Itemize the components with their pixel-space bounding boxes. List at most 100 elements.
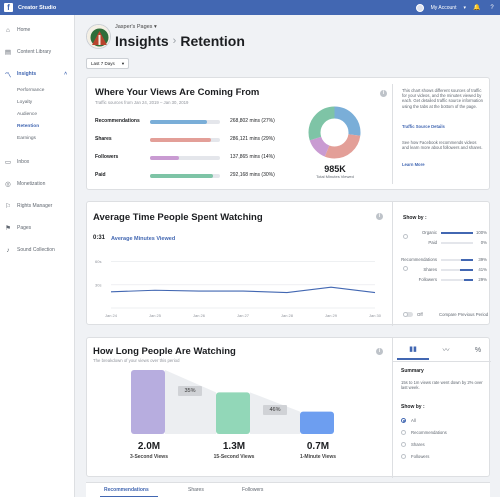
sidebar-item-label: Pages (17, 225, 32, 231)
group-radio-sources[interactable] (403, 266, 408, 271)
row-label: Paid (428, 240, 437, 245)
sidebar-subitem-audience[interactable]: Audience (17, 112, 38, 117)
x-tick-label: Jan 27 (237, 313, 250, 318)
card-subtitle: Traffic sources from Jan 24, 2019 – Jan … (95, 100, 189, 105)
tab-percent[interactable]: % (474, 346, 482, 354)
row-label: Organic (421, 230, 437, 235)
average-time-value: 0:31 (93, 235, 106, 241)
show-by-row-paid: Paid 0% (409, 240, 487, 246)
source-row-followers: Followers 137,865 mins (14%) (95, 154, 295, 162)
learn-more-link[interactable]: Learn More (402, 162, 425, 167)
sidebar-item-label: Home (17, 27, 31, 33)
divider (392, 338, 393, 478)
sidebar-item-monetization[interactable]: ◎ Monetization (0, 173, 74, 195)
sidebar-item-home[interactable]: ⌂ Home (0, 19, 74, 41)
sidebar-subitem-performance[interactable]: Performance (17, 88, 45, 93)
sidebar-item-insights[interactable]: 〽 Insights ˄ (0, 63, 74, 85)
drop-rate-badge: 35% (178, 386, 202, 396)
account-chevron-icon[interactable]: ▾ (463, 4, 466, 11)
funnel-bar (131, 370, 165, 434)
funnel-connector (165, 370, 216, 434)
compare-previous-label: Compare Previous Period (439, 312, 489, 317)
tab-recommendations[interactable]: Recommendations (104, 487, 149, 493)
account-menu[interactable]: My Account (430, 4, 457, 11)
sidebar-item-inbox[interactable]: ▭ Inbox (0, 151, 74, 173)
traffic-source-details-link[interactable]: Traffic Source Details (402, 124, 445, 129)
home-icon: ⌂ (6, 26, 10, 34)
watch-duration-card: How Long People Are Watching The breakdo… (86, 337, 491, 478)
card-subtitle: The breakdown of your views over this pe… (93, 358, 180, 363)
sidebar-item-label: Sound Collection (17, 247, 55, 253)
sidebar-subitem-retention[interactable]: Retention (17, 124, 40, 129)
funnel-bar (216, 392, 250, 434)
page-title: Retention (180, 33, 245, 49)
date-range-dropdown[interactable]: Last 7 Days ▼ (86, 58, 129, 69)
donut-slice-shares (308, 106, 361, 159)
option-radio-shares[interactable] (401, 442, 406, 447)
y-tick-label: 30s (95, 282, 101, 287)
show-by-row-recommendations: Recommendations 39% (401, 257, 487, 263)
tab-line-chart[interactable]: 〰 (442, 347, 450, 354)
chevron-down-icon: ▼ (121, 61, 125, 66)
compare-toggle[interactable] (403, 312, 413, 317)
funnel-value: 0.7M (306, 441, 330, 452)
x-tick-label: Jan 30 (369, 313, 382, 318)
source-value: 286,121 mins (29%) (230, 136, 275, 142)
source-row-paid: Paid 292,168 mins (30%) (95, 172, 295, 180)
top-bar: f Creator Studio My Account ▾ 🔔 ? (0, 0, 500, 15)
chevron-up-icon[interactable]: ˄ (64, 71, 67, 77)
recommendation-note: See how Facebook recommends videos and l… (402, 140, 483, 151)
help-icon[interactable]: ? (490, 4, 494, 11)
sidebar-item-content-library[interactable]: ▤ Content Library (0, 41, 74, 63)
page-name-selector[interactable]: Jasper's Pages ▾ (115, 24, 157, 30)
tab-shares[interactable]: Shares (188, 487, 204, 493)
info-icon[interactable]: i (376, 213, 383, 220)
sidebar-item-rights-manager[interactable]: ⚐ Rights Manager (0, 195, 74, 217)
group-radio-organic-paid[interactable] (403, 234, 408, 239)
source-name: Followers (95, 154, 119, 160)
library-icon: ▤ (4, 49, 12, 56)
funnel-value: 1.3M (222, 441, 246, 452)
info-icon[interactable]: i (376, 348, 383, 355)
sidebar-item-label: Rights Manager (17, 203, 53, 209)
series-line (110, 286, 376, 294)
option-radio-recommendations[interactable] (401, 430, 406, 435)
donut-total: 985K (324, 164, 346, 174)
tab-followers[interactable]: Followers (242, 487, 264, 493)
source-bar (150, 120, 207, 124)
tab-bar-chart[interactable]: ▮▮ (397, 340, 429, 360)
info-icon[interactable]: i (380, 90, 387, 97)
breadcrumb-insights[interactable]: Insights (115, 33, 169, 49)
breadcrumb: Insights › Retention (115, 33, 245, 49)
views-source-card: Where Your Views Are Coming From Traffic… (86, 77, 490, 190)
option-radio-followers[interactable] (401, 454, 406, 459)
traffic-donut-chart (307, 105, 362, 160)
account-avatar[interactable] (415, 3, 424, 12)
drop-rate-badge: 46% (263, 405, 287, 415)
divider (392, 84, 393, 184)
sidebar-item-sound-collection[interactable]: ♪ Sound Collection (0, 239, 74, 261)
sidebar-subitem-earnings[interactable]: Earnings (17, 136, 36, 141)
row-pct: 29% (478, 277, 487, 282)
source-value: 268,802 mins (27%) (230, 118, 275, 124)
sidebar: ⌂ Home ▤ Content Library 〽 Insights ˄ Pe… (0, 15, 75, 497)
option-radio-all[interactable] (401, 418, 406, 423)
notifications-icon[interactable]: 🔔 (473, 5, 481, 11)
sidebar-item-pages[interactable]: ⚑ Pages (0, 217, 74, 239)
insights-icon: 〽 (4, 72, 12, 79)
summary-title: Summary (401, 368, 424, 374)
donut-total-label: Total Minutes Viewed (316, 174, 354, 179)
x-tick-label: Jan 25 (149, 313, 162, 318)
facebook-logo-icon[interactable]: f (4, 3, 13, 12)
inbox-icon: ▭ (4, 159, 12, 166)
row-pct: 41% (478, 267, 487, 272)
funnel-label: 15-Second Views (213, 454, 255, 460)
tabs-divider (393, 361, 491, 362)
donut-slice-paid (308, 106, 361, 159)
sidebar-item-label: Inbox (17, 159, 30, 165)
page-avatar[interactable] (86, 24, 111, 49)
sidebar-subitem-loyalty[interactable]: Loyalty (17, 100, 33, 105)
card-title: How Long People Are Watching (93, 346, 236, 357)
funnel-label: 1-Minute Views (299, 454, 337, 460)
option-label: Recommendations (411, 430, 447, 435)
